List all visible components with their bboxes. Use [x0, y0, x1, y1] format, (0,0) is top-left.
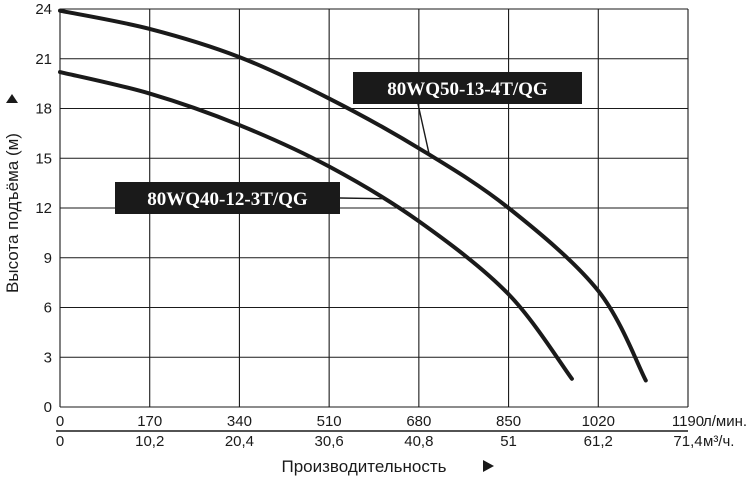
y-tick-label: 24 [35, 1, 52, 18]
x-tick-label-lpm: 680 [406, 413, 431, 430]
series-line [58, 70, 574, 381]
x-unit-lpm: л/мин. [703, 413, 747, 430]
x-tick-label-lpm: 850 [496, 413, 521, 430]
x-tick-label-m3h: 71,4 [673, 433, 702, 450]
x-tick-label-m3h: 30,6 [315, 433, 344, 450]
leader-line [339, 197, 382, 200]
y-tick-label: 15 [35, 150, 52, 167]
curves [58, 8, 648, 383]
x-tick-labels: 0 170 340 510 680 850 1020 1190 0 10,2 20,4 30,6 40,… [56, 413, 704, 450]
y-axis-arrow-icon [6, 94, 18, 103]
leader-lines [339, 103, 431, 200]
x-tick-label-m3h: 20,4 [225, 433, 254, 450]
y-axis-title: Высота подъёма (м) [3, 133, 22, 293]
x-axis-arrow-icon [483, 460, 494, 472]
x-tick-label-m3h: 51 [500, 433, 517, 450]
x-tick-label-lpm: 510 [317, 413, 342, 430]
series-line [58, 8, 648, 383]
y-tick-label: 6 [44, 300, 52, 317]
series-label: 80WQ50-13-4T/QG [387, 79, 548, 100]
x-axis-title: Производительность [281, 457, 446, 476]
series-labels: 80WQ50-13-4T/QG 80WQ40-12-3T/QG [115, 72, 582, 214]
x-tick-label-m3h: 40,8 [404, 433, 433, 450]
x-tick-label-lpm: 0 [56, 413, 64, 430]
series-label-box [353, 72, 582, 104]
y-tick-label: 3 [44, 349, 52, 366]
x-tick-label-lpm: 1020 [582, 413, 615, 430]
series-label-box [115, 182, 340, 214]
y-tick-label: 9 [44, 250, 52, 267]
leader-line [417, 103, 431, 156]
x-tick-label-lpm: 1190 [672, 413, 704, 430]
x-tick-label-m3h: 0 [56, 433, 64, 450]
y-tick-label: 18 [35, 101, 52, 118]
x-tick-label-lpm: 170 [137, 413, 162, 430]
y-tick-label: 0 [44, 399, 52, 416]
x-tick-label-m3h: 10,2 [135, 433, 164, 450]
x-tick-label-lpm: 340 [227, 413, 252, 430]
y-tick-label: 21 [35, 51, 52, 68]
x-unit-m3h: м³/ч. [703, 433, 734, 450]
series-label: 80WQ40-12-3T/QG [147, 189, 308, 210]
x-tick-label-m3h: 61,2 [584, 433, 613, 450]
y-tick-label: 12 [35, 200, 52, 217]
y-tick-labels: 0 3 6 9 12 15 18 21 24 [35, 1, 52, 416]
